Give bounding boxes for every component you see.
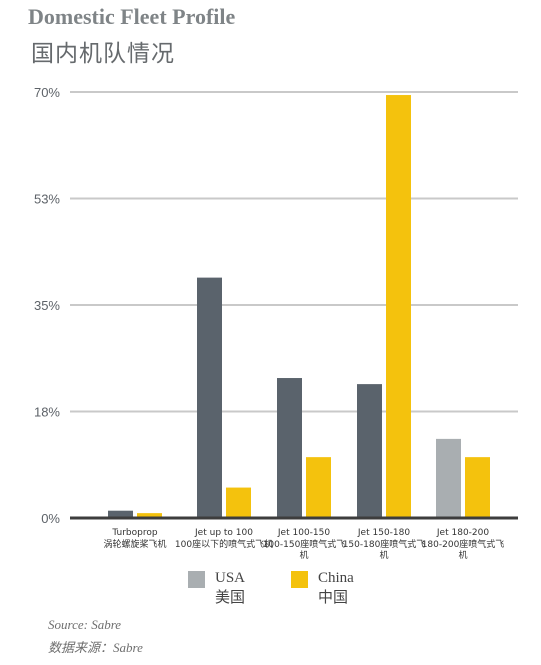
- legend-swatch-china: [291, 571, 308, 588]
- chart-title-en: Domestic Fleet Profile: [28, 4, 236, 29]
- x-tick-label-zh: 100-150座喷气式飞: [263, 538, 346, 550]
- bar-china-1: [137, 513, 162, 518]
- x-tick-label: Jet 180-200: [436, 528, 489, 538]
- y-tick-label: 18%: [34, 405, 60, 420]
- x-tick-label: Jet 100-150: [277, 528, 330, 538]
- x-tick-label-zh: 机: [299, 549, 308, 560]
- x-tick-label-zh: 机: [379, 549, 388, 560]
- source-note: Source: Sabre: [48, 617, 122, 632]
- bar-china-3: [306, 457, 331, 518]
- bar-usa-1: [108, 510, 133, 518]
- y-tick-label: 53%: [34, 192, 60, 207]
- bar-usa-3: [277, 378, 302, 518]
- bar-china-5: [465, 457, 490, 518]
- x-tick-label: Jet 150-180: [357, 528, 410, 538]
- bar-usa-4: [357, 384, 382, 518]
- legend-label-usa-zh: 美国: [215, 590, 246, 606]
- legend-label-china: China: [318, 570, 354, 586]
- x-tick-label: Turboprop: [111, 528, 157, 538]
- y-tick-label: 70%: [34, 85, 60, 100]
- y-tick-label: 35%: [34, 298, 60, 313]
- y-tick-label: 0%: [41, 511, 60, 526]
- legend-item-usa: USA 美国: [188, 568, 245, 608]
- legend-label-china-zh: 中国: [318, 590, 349, 606]
- x-tick-label-zh: 100座以下的喷气式飞机: [175, 538, 273, 550]
- legend-swatch-usa: [188, 571, 205, 588]
- bar-china-4: [386, 95, 411, 519]
- source-note-zh: 数据来源：Sabre: [48, 640, 143, 655]
- bar-usa-2: [197, 277, 222, 518]
- x-tick-label-zh: 机: [458, 549, 467, 560]
- bar-usa-5: [436, 438, 461, 518]
- x-tick-label: Jet up to 100: [194, 528, 253, 538]
- legend-label-usa: USA: [215, 570, 246, 586]
- legend-item-china: China 中国: [291, 568, 354, 608]
- x-tick-label-zh: 180-200座喷气式飞: [422, 538, 505, 550]
- x-tick-label-zh: 涡轮螺旋桨飞机: [103, 538, 166, 550]
- bar-china-2: [226, 487, 251, 518]
- chart-title-zh: 国内机队情况: [31, 41, 175, 67]
- x-tick-label-zh: 150-180座喷气式飞: [343, 538, 426, 550]
